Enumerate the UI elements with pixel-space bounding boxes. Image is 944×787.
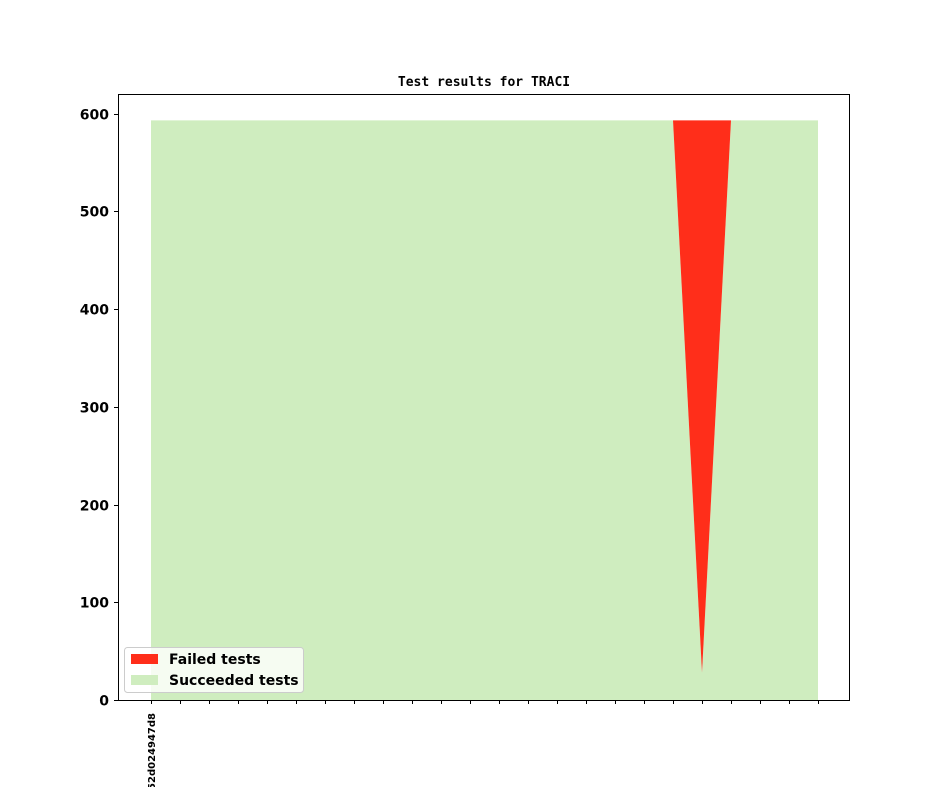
legend-swatch-succeeded (131, 675, 158, 685)
area-layer (151, 120, 818, 700)
y-tick-label: 600 (80, 108, 109, 124)
series-succeeded-area (151, 120, 818, 700)
legend-box (124, 647, 304, 693)
y-tick-label: 200 (80, 499, 109, 515)
legend: Failed tests Succeeded tests (124, 647, 304, 693)
y-tick-label: 300 (80, 401, 109, 417)
y-tick-label: 400 (80, 303, 109, 319)
y-tick-label: 500 (80, 205, 109, 221)
x-tick-label: 52d024947d8 (147, 713, 158, 787)
y-axis: 0 100 200 300 400 500 600 (80, 108, 118, 710)
y-tick-label: 0 (99, 694, 109, 710)
legend-label-succeeded: Succeeded tests (169, 673, 299, 689)
y-tick-label: 100 (80, 596, 109, 612)
chart-title: Test results for TRACI (398, 75, 570, 90)
legend-label-failed: Failed tests (169, 652, 261, 668)
legend-swatch-failed (131, 654, 158, 664)
x-axis: 52d024947d8 (147, 700, 819, 787)
plot-frame (118, 94, 850, 701)
